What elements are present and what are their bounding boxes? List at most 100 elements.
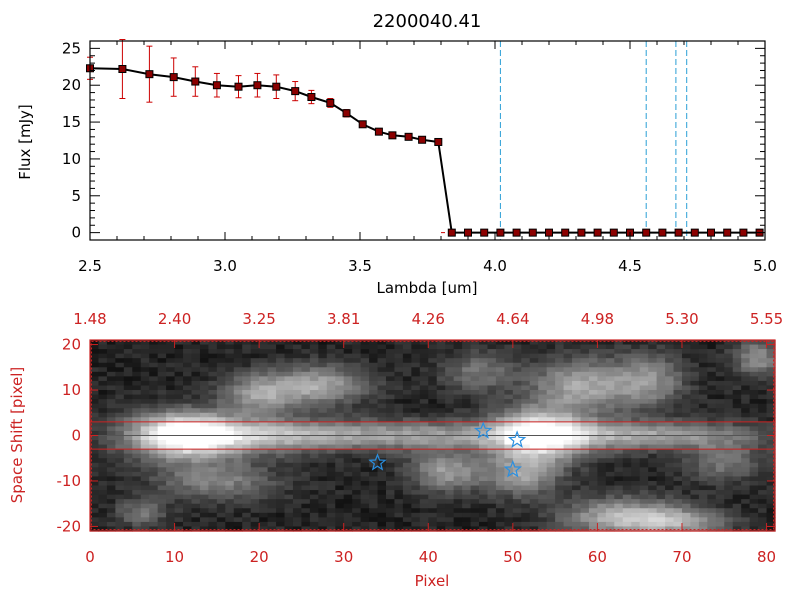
- heatmap-cell: [318, 394, 328, 400]
- heatmap-cell: [292, 358, 303, 364]
- heatmap-cell: [749, 394, 759, 400]
- heatmap-cell: [631, 471, 641, 478]
- heatmap-cell: [284, 340, 294, 346]
- heatmap-cell: [98, 521, 108, 528]
- heatmap-cell: [758, 340, 768, 346]
- heatmap-cell: [479, 526, 489, 532]
- heatmap-cell: [749, 480, 759, 487]
- heatmap-cell: [597, 399, 607, 405]
- heatmap-cell: [292, 485, 303, 491]
- heatmap-cell: [766, 340, 776, 346]
- heatmap-cell: [690, 399, 700, 405]
- heatmap-cell: [766, 367, 776, 373]
- heatmap-cell: [132, 449, 142, 455]
- spectrum-title: 2200040.41: [373, 11, 482, 32]
- heatmap-cell: [495, 440, 505, 446]
- heatmap-cell: [428, 408, 438, 414]
- heatmap-cell: [715, 508, 725, 514]
- heatmap-cell: [479, 367, 489, 373]
- heatmap-cell: [572, 453, 582, 459]
- heatmap-cell: [546, 467, 556, 473]
- heatmap-cell: [462, 449, 472, 455]
- heatmap-cell: [309, 394, 319, 400]
- heatmap-cell: [546, 371, 556, 377]
- spectral-image-top-tick-label: 4.98: [581, 310, 614, 328]
- heatmap-cell: [267, 394, 277, 400]
- heatmap-cell: [250, 371, 260, 377]
- heatmap-cell: [123, 490, 133, 496]
- heatmap-cell: [605, 417, 615, 423]
- heatmap-cell: [216, 394, 226, 400]
- heatmap-cell: [174, 494, 184, 500]
- heatmap-cell: [149, 403, 159, 409]
- heatmap-cell: [225, 480, 235, 487]
- heatmap-cell: [631, 458, 641, 464]
- heatmap-cell: [758, 435, 768, 441]
- heatmap-cell: [242, 517, 252, 523]
- heatmap-cell: [436, 417, 446, 423]
- heatmap-cell: [216, 521, 226, 528]
- heatmap-cell: [183, 430, 193, 437]
- heatmap-cell: [622, 480, 632, 487]
- heatmap-cell: [233, 453, 243, 459]
- heatmap-cell: [360, 508, 370, 514]
- heatmap-cell: [115, 503, 125, 509]
- heatmap-cell: [411, 362, 421, 368]
- heatmap-cell: [115, 490, 125, 496]
- heatmap-cell: [479, 517, 489, 523]
- heatmap-cell: [572, 494, 582, 500]
- heatmap-cell: [115, 426, 125, 432]
- heatmap-cell: [191, 394, 201, 400]
- heatmap-cell: [715, 458, 725, 464]
- heatmap-cell: [555, 490, 565, 496]
- heatmap-cell: [766, 353, 776, 359]
- heatmap-cell: [758, 485, 768, 491]
- heatmap-cell: [724, 467, 734, 473]
- heatmap-cell: [411, 467, 421, 473]
- heatmap-cell: [166, 380, 176, 387]
- heatmap-cell: [191, 526, 201, 532]
- heatmap-cell: [622, 476, 632, 482]
- flux-data-point: [272, 82, 281, 91]
- heatmap-cell: [369, 503, 379, 509]
- heatmap-cell: [681, 344, 692, 350]
- heatmap-cell: [580, 430, 590, 437]
- heatmap-cell: [149, 435, 159, 441]
- heatmap-cell: [385, 367, 396, 373]
- heatmap-cell: [419, 526, 429, 532]
- heatmap-cell: [402, 385, 412, 391]
- heatmap-cell: [453, 403, 463, 409]
- heatmap-cell: [318, 390, 328, 396]
- heatmap-cell: [656, 480, 666, 487]
- heatmap-cell: [259, 430, 269, 437]
- heatmap-cell: [98, 399, 108, 405]
- heatmap-cell: [479, 408, 489, 414]
- heatmap-cell: [673, 417, 683, 423]
- heatmap-cell: [98, 394, 108, 400]
- heatmap-cell: [216, 426, 226, 432]
- heatmap-cell: [301, 521, 311, 528]
- heatmap-cell: [580, 426, 590, 432]
- heatmap-cell: [605, 490, 615, 496]
- heatmap-cell: [707, 449, 717, 455]
- heatmap-cell: [208, 362, 218, 368]
- heatmap-cell: [166, 426, 176, 432]
- heatmap-cell: [698, 408, 708, 414]
- heatmap-cell: [250, 471, 260, 478]
- heatmap-cell: [250, 417, 260, 423]
- heatmap-cell: [106, 490, 116, 496]
- heatmap-cell: [555, 344, 565, 350]
- heatmap-cell: [749, 440, 759, 446]
- heatmap-cell: [276, 417, 286, 423]
- heatmap-cell: [402, 371, 412, 377]
- heatmap-cell: [140, 476, 150, 482]
- heatmap-cell: [546, 403, 556, 409]
- heatmap-cell: [732, 490, 742, 496]
- heatmap-cell: [343, 421, 353, 428]
- heatmap-cell: [605, 426, 615, 432]
- heatmap-cell: [479, 480, 489, 487]
- heatmap-cell: [318, 444, 328, 450]
- heatmap-cell: [174, 412, 184, 418]
- heatmap-cell: [766, 503, 776, 509]
- heatmap-cell: [233, 521, 243, 528]
